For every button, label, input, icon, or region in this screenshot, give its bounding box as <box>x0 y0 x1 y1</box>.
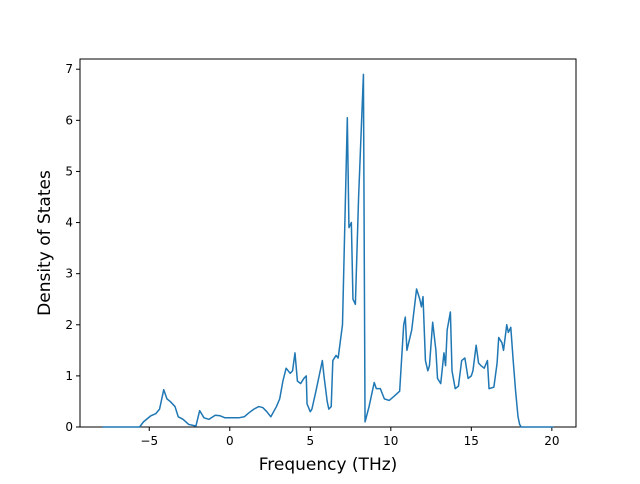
y-axis-label: Density of States <box>35 170 55 316</box>
dos-line <box>102 73 554 428</box>
y-tick-label: 4 <box>65 216 73 230</box>
y-tick-label: 7 <box>65 62 73 76</box>
y-tick-label: 2 <box>65 318 73 332</box>
x-tick-label: 10 <box>383 434 398 448</box>
axes-frame <box>79 58 577 428</box>
y-tick-label: 5 <box>65 164 73 178</box>
x-tick-label: 0 <box>226 434 234 448</box>
y-tick-label: 0 <box>65 420 73 434</box>
x-tick-label: 15 <box>464 434 479 448</box>
y-tick-label: 6 <box>65 113 73 127</box>
x-tick-label: −5 <box>140 434 158 448</box>
x-tick-label: 5 <box>306 434 314 448</box>
x-axis-label: Frequency (THz) <box>259 455 398 475</box>
y-tick-label: 1 <box>65 369 73 383</box>
y-tick-label: 3 <box>65 267 73 281</box>
x-tick-label: 20 <box>544 434 559 448</box>
